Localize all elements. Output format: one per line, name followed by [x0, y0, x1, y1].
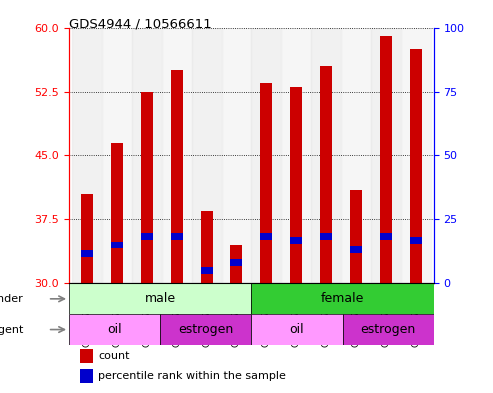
Bar: [251, 314, 343, 345]
Bar: [320, 233, 332, 240]
Text: count: count: [98, 351, 130, 361]
Bar: [171, 70, 182, 283]
Bar: [160, 314, 251, 345]
Bar: [260, 233, 272, 240]
Bar: [311, 28, 341, 283]
Text: GDS4944 / 10566611: GDS4944 / 10566611: [69, 18, 212, 31]
Bar: [251, 28, 282, 283]
Bar: [69, 314, 160, 345]
Text: estrogen: estrogen: [178, 323, 234, 336]
Bar: [231, 259, 243, 266]
Bar: [410, 49, 422, 283]
Bar: [290, 87, 302, 283]
Bar: [341, 28, 371, 283]
Bar: [141, 233, 153, 240]
Bar: [201, 211, 212, 283]
Bar: [69, 283, 251, 314]
Bar: [81, 194, 93, 283]
Bar: [380, 36, 392, 283]
Bar: [72, 28, 102, 283]
Text: female: female: [321, 292, 364, 305]
Text: agent: agent: [0, 325, 24, 334]
Bar: [282, 28, 311, 283]
Bar: [401, 28, 431, 283]
Bar: [80, 349, 93, 363]
Bar: [111, 242, 123, 248]
Bar: [162, 28, 192, 283]
Bar: [371, 28, 401, 283]
Text: oil: oil: [107, 323, 122, 336]
Bar: [260, 83, 272, 283]
Bar: [132, 28, 162, 283]
Bar: [111, 143, 123, 283]
Bar: [251, 283, 434, 314]
Bar: [343, 314, 434, 345]
Text: estrogen: estrogen: [360, 323, 416, 336]
Text: male: male: [144, 292, 176, 305]
Bar: [81, 250, 93, 257]
Text: oil: oil: [290, 323, 304, 336]
Bar: [350, 190, 362, 283]
Text: gender: gender: [0, 294, 24, 304]
Bar: [102, 28, 132, 283]
Bar: [290, 237, 302, 244]
Bar: [380, 233, 392, 240]
Bar: [221, 28, 251, 283]
Bar: [192, 28, 221, 283]
Bar: [231, 245, 243, 283]
Bar: [320, 66, 332, 283]
Bar: [410, 237, 422, 244]
Bar: [141, 92, 153, 283]
Bar: [350, 246, 362, 253]
Bar: [80, 369, 93, 383]
Text: percentile rank within the sample: percentile rank within the sample: [98, 371, 286, 381]
Bar: [201, 267, 212, 274]
Bar: [171, 233, 182, 240]
